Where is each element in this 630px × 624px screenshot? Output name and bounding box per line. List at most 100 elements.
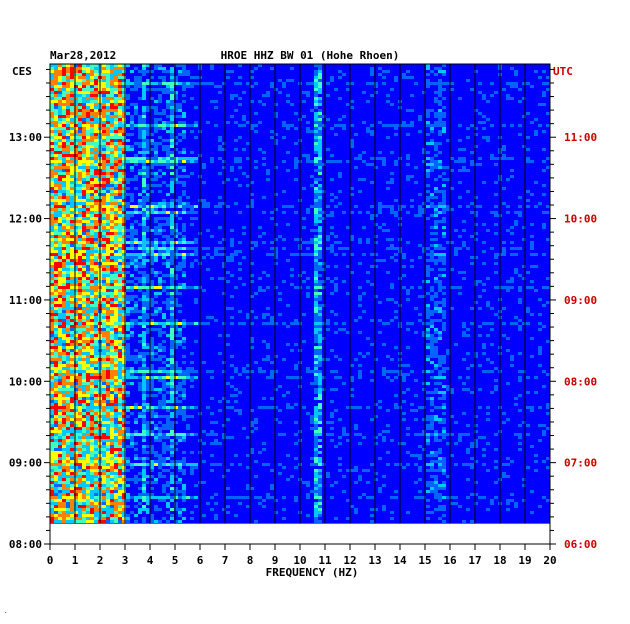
heat-cell [106,178,110,181]
heat-cell [162,274,166,277]
heat-cell [90,349,94,352]
heat-cell [82,475,86,478]
heat-cell [250,181,254,184]
heat-cell [138,334,142,337]
heat-cell [106,187,110,190]
heat-cell [86,304,90,307]
heat-cell [74,190,78,193]
heat-cell [142,112,146,115]
heat-cell [170,499,174,502]
heat-cell [50,229,54,232]
heat-cell [90,481,94,484]
heat-cell [258,121,262,124]
heat-cell [70,136,74,139]
heat-cell [82,364,86,367]
heat-cell [146,286,150,289]
heat-cell [310,184,314,187]
heat-cell [310,109,314,112]
heat-cell [250,340,254,343]
heat-cell [158,223,162,226]
heat-cell [146,388,150,391]
heat-cell [262,103,266,106]
heat-cell [70,160,74,163]
heat-cell [78,283,82,286]
heat-cell [90,373,94,376]
heat-cell [94,241,98,244]
heat-cell [142,121,146,124]
heat-cell [110,373,114,376]
heat-cell [94,220,98,223]
heat-cell [166,100,170,103]
heat-cell [130,247,134,250]
heat-cell [102,103,106,106]
heat-cell [130,307,134,310]
heat-cell [250,430,254,433]
heat-cell [50,298,54,301]
heat-cell [246,157,250,160]
heat-cell [250,76,254,79]
heat-cell [86,142,90,145]
heat-cell [218,442,222,445]
heat-cell [62,292,66,295]
heat-cell [158,520,162,523]
heat-cell [286,325,290,328]
heat-cell [102,124,106,127]
heat-cell [170,157,174,160]
heat-cell [78,481,82,484]
heat-cell [174,274,178,277]
heat-cell [162,223,166,226]
heat-cell [54,406,58,409]
heat-cell [82,265,86,268]
heat-cell [146,508,150,511]
heat-cell [74,367,78,370]
heat-cell [174,235,178,238]
heat-cell [182,397,186,400]
heat-cell [82,295,86,298]
heat-cell [314,367,318,370]
heat-cell [50,433,54,436]
heat-cell [214,253,218,256]
heat-cell [106,292,110,295]
heat-cell [94,433,98,436]
heat-cell [78,256,82,259]
heat-cell [262,196,266,199]
heat-cell [162,124,166,127]
heat-cell [90,415,94,418]
heat-cell [74,298,78,301]
heat-cell [146,463,150,466]
heat-cell [102,139,106,142]
heat-cell [158,82,162,85]
heat-cell [154,508,158,511]
heat-cell [154,292,158,295]
heat-cell [74,94,78,97]
heat-cell [74,478,78,481]
heat-cell [158,427,162,430]
heat-cell [230,295,234,298]
heat-cell [214,319,218,322]
heat-cell [70,133,74,136]
heat-cell [70,67,74,70]
heat-cell [158,457,162,460]
heat-cell [310,229,314,232]
heat-cell [58,472,62,475]
heat-cell [110,460,114,463]
heat-cell [82,136,86,139]
heat-cell [286,376,290,379]
heat-cell [314,193,318,196]
heat-cell [94,391,98,394]
heat-cell [114,169,118,172]
heat-cell [94,499,98,502]
heat-cell [106,490,110,493]
heat-cell [174,490,178,493]
heat-cell [314,103,318,106]
heat-cell [158,439,162,442]
heat-cell [282,238,286,241]
heat-cell [66,448,70,451]
heat-cell [138,130,142,133]
heat-cell [118,493,122,496]
heat-cell [142,136,146,139]
heat-cell [62,427,66,430]
heat-cell [74,328,78,331]
heat-cell [62,163,66,166]
heat-cell [158,436,162,439]
